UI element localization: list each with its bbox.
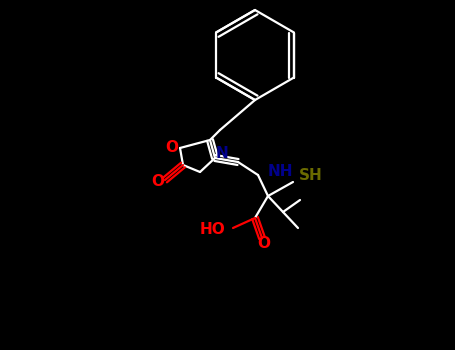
Text: O: O xyxy=(258,237,271,252)
Text: O: O xyxy=(166,140,178,155)
Text: O: O xyxy=(152,175,165,189)
Text: N: N xyxy=(216,147,228,161)
Text: NH: NH xyxy=(268,164,293,180)
Text: SH: SH xyxy=(299,168,323,183)
Text: HO: HO xyxy=(199,222,225,237)
